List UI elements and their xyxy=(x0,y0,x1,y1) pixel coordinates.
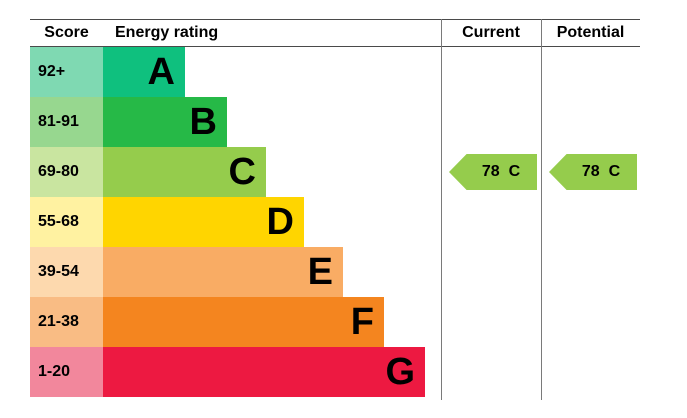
band-letter: A xyxy=(147,51,175,93)
rating-bar-f: F xyxy=(103,297,384,347)
rating-bar-e: E xyxy=(103,247,343,297)
band-row-d: 55-68 D xyxy=(30,197,640,247)
rating-bar-a: A xyxy=(103,47,185,97)
band-letter: D xyxy=(266,201,294,243)
score-range: 81-91 xyxy=(30,97,103,147)
chart-grid: Score Energy rating Current Potential 92… xyxy=(30,19,640,400)
rating-bar-b: B xyxy=(103,97,227,147)
band-letter: B xyxy=(189,101,217,143)
band-letter: E xyxy=(307,251,333,293)
band-row-e: 39-54 E xyxy=(30,247,640,297)
energy-rating-column-header: Energy rating xyxy=(115,24,219,41)
band-row-g: 1-20 G xyxy=(30,347,640,397)
current-column-header: Current xyxy=(462,24,520,41)
current-rating-arrow: 78 C xyxy=(449,154,537,190)
potential-rating-value: 78 xyxy=(581,163,600,180)
band-row-b: 81-91 B xyxy=(30,97,640,147)
rating-bar-g: G xyxy=(103,347,425,397)
score-range: 21-38 xyxy=(30,297,103,347)
bands: 92+ A 81-91 B 69-80 C 55-68 D 39-54 E 21-38 F 1-20 G xyxy=(30,47,640,397)
band-letter: G xyxy=(385,351,415,393)
potential-column-divider xyxy=(541,19,542,400)
rating-bar-c: C xyxy=(103,147,266,197)
current-column-divider xyxy=(441,19,442,400)
score-column-header: Score xyxy=(44,24,89,41)
potential-rating-arrow: 78 C xyxy=(549,154,637,190)
band-letter: F xyxy=(350,301,374,343)
potential-rating-letter: C xyxy=(608,163,621,180)
score-range: 69-80 xyxy=(30,147,103,197)
potential-column-header: Potential xyxy=(556,24,625,41)
current-rating-value: 78 xyxy=(481,163,500,180)
current-rating-letter: C xyxy=(508,163,521,180)
header-row: Score Energy rating Current Potential xyxy=(30,19,640,47)
band-row-a: 92+ A xyxy=(30,47,640,97)
band-letter: C xyxy=(228,151,256,193)
score-range: 55-68 xyxy=(30,197,103,247)
score-range: 92+ xyxy=(30,47,103,97)
score-range: 1-20 xyxy=(30,347,103,397)
band-row-f: 21-38 F xyxy=(30,297,640,347)
score-range: 39-54 xyxy=(30,247,103,297)
band-row-c: 69-80 C xyxy=(30,147,640,197)
rating-bar-d: D xyxy=(103,197,304,247)
